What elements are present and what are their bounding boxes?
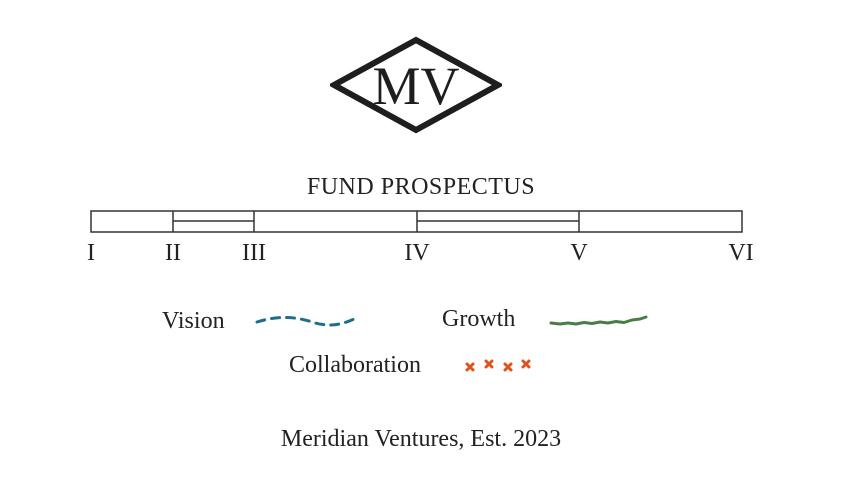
- timeline-label-iii: III: [242, 240, 266, 266]
- logo-monogram: MV: [372, 56, 459, 116]
- dashed-line-icon: [255, 316, 358, 327]
- timeline-label-v: V: [570, 240, 588, 266]
- footer-text: Meridian Ventures, Est. 2023: [280, 426, 562, 452]
- timeline-label-vi: VI: [728, 240, 753, 266]
- cross-marks-icon: [465, 359, 531, 372]
- timeline-bar: [90, 210, 743, 233]
- timeline-ruler: I II III IV V VI: [87, 210, 754, 266]
- legend-label-growth: Growth: [442, 306, 516, 332]
- mv-logo: MV: [330, 36, 502, 134]
- timeline-label-i: I: [87, 240, 95, 266]
- wavy-line-icon: [549, 315, 648, 326]
- timeline-label-iv: IV: [404, 240, 430, 266]
- legend-label-collaboration: Collaboration: [289, 352, 421, 378]
- page-title: FUND PROSPECTUS: [306, 174, 536, 200]
- legend-label-vision: Vision: [162, 308, 225, 334]
- timeline-label-ii: II: [165, 240, 181, 266]
